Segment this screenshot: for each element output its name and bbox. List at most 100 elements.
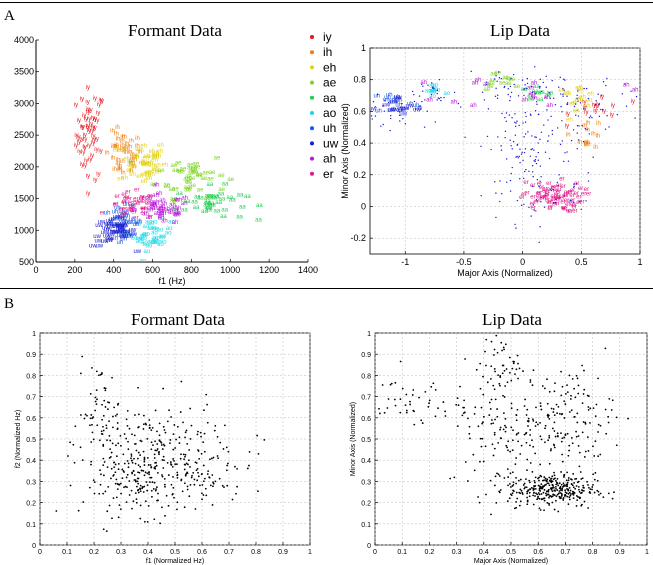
data-label-ae: ae xyxy=(209,170,216,176)
data-point xyxy=(563,436,566,439)
data-point xyxy=(512,490,515,493)
data-point xyxy=(537,477,539,480)
data-label-aa: aa xyxy=(213,194,220,200)
data-layer xyxy=(55,355,266,533)
data-point xyxy=(534,425,537,427)
data-point xyxy=(183,468,186,471)
data-label-ih: ih xyxy=(130,156,135,162)
data-label-iy: iy xyxy=(97,102,101,108)
data-label-ae: ae xyxy=(499,80,506,86)
data-label-aa: aa xyxy=(226,195,233,201)
data-point xyxy=(453,91,456,94)
data-label-eh: eh xyxy=(579,94,586,100)
data-point xyxy=(485,81,488,83)
data-label-uh: uh xyxy=(394,95,401,101)
data-label-ao: ao xyxy=(135,236,142,242)
data-point xyxy=(594,471,597,474)
data-point xyxy=(535,210,537,212)
data-point xyxy=(535,199,538,201)
data-point xyxy=(511,148,513,150)
data-point xyxy=(604,408,607,411)
data-label-ih: ih xyxy=(112,144,117,150)
data-label-er: er xyxy=(564,198,569,204)
data-point xyxy=(503,85,506,88)
data-point xyxy=(90,460,93,463)
data-label-eh: eh xyxy=(577,86,584,92)
data-point xyxy=(560,370,563,373)
data-point xyxy=(200,452,203,455)
data-point xyxy=(566,391,569,394)
data-label-ae: ae xyxy=(191,168,198,174)
data-point xyxy=(119,444,122,447)
y-tick-label: 1 xyxy=(32,331,36,338)
data-point xyxy=(578,451,581,454)
data-label-er: er xyxy=(536,194,541,200)
data-label-uh: uh xyxy=(104,210,111,216)
data-point xyxy=(175,438,177,441)
data-label-er: er xyxy=(115,194,120,200)
data-point xyxy=(263,439,266,441)
data-label-ae: ae xyxy=(194,164,201,170)
y-tick-label: 0.3 xyxy=(361,479,371,486)
data-point xyxy=(178,442,181,444)
data-point xyxy=(134,479,137,482)
data-point xyxy=(559,143,562,146)
data-point xyxy=(577,480,580,483)
data-point xyxy=(598,115,601,118)
data-point xyxy=(548,479,551,482)
data-point xyxy=(571,442,574,445)
data-point xyxy=(114,471,117,474)
data-point xyxy=(570,436,573,439)
data-point xyxy=(116,413,118,416)
data-point xyxy=(560,93,562,95)
data-point xyxy=(571,377,574,380)
data-point xyxy=(132,470,135,473)
data-point xyxy=(499,384,501,387)
data-point xyxy=(558,495,561,498)
data-label-er: er xyxy=(100,210,105,216)
data-point xyxy=(533,160,535,162)
data-point xyxy=(536,493,539,496)
data-label-ae: ae xyxy=(186,187,193,193)
y-axis-label: Minor Axis (Normalized) xyxy=(340,103,350,199)
data-point xyxy=(568,411,571,413)
data-point xyxy=(525,441,528,444)
data-point xyxy=(154,465,157,468)
data-point xyxy=(79,372,82,375)
data-label-er: er xyxy=(141,206,146,212)
legend-marker-eh xyxy=(310,65,314,70)
data-point xyxy=(592,407,595,410)
data-point xyxy=(568,486,571,489)
data-point xyxy=(539,435,542,438)
data-label-eh: eh xyxy=(575,97,582,103)
data-point xyxy=(516,199,519,202)
data-label-iy: iy xyxy=(88,157,92,163)
data-label-er: er xyxy=(133,215,138,221)
data-point xyxy=(196,479,199,482)
data-point xyxy=(166,461,169,464)
data-point xyxy=(572,129,575,131)
data-point xyxy=(461,414,464,417)
data-point xyxy=(546,478,549,481)
data-point xyxy=(589,422,591,424)
data-point xyxy=(510,379,513,382)
data-point xyxy=(525,478,527,480)
data-label-iy: iy xyxy=(95,118,99,124)
data-label-ah: ah xyxy=(166,208,173,214)
data-point xyxy=(580,492,582,495)
data-point xyxy=(534,136,536,138)
data-label-iy: iy xyxy=(600,94,604,100)
data-point xyxy=(504,385,507,387)
data-label-ae: ae xyxy=(488,81,495,87)
data-point xyxy=(539,138,541,141)
data-point xyxy=(508,356,511,359)
data-point xyxy=(473,469,476,472)
data-point xyxy=(555,479,557,482)
data-point xyxy=(498,77,501,79)
data-label-ih: ih xyxy=(115,161,120,167)
data-label-uw: uw xyxy=(111,229,119,235)
data-label-ih: ih xyxy=(117,164,122,170)
data-point xyxy=(202,480,205,483)
data-point xyxy=(543,387,546,390)
data-label-ah: ah xyxy=(158,206,165,212)
